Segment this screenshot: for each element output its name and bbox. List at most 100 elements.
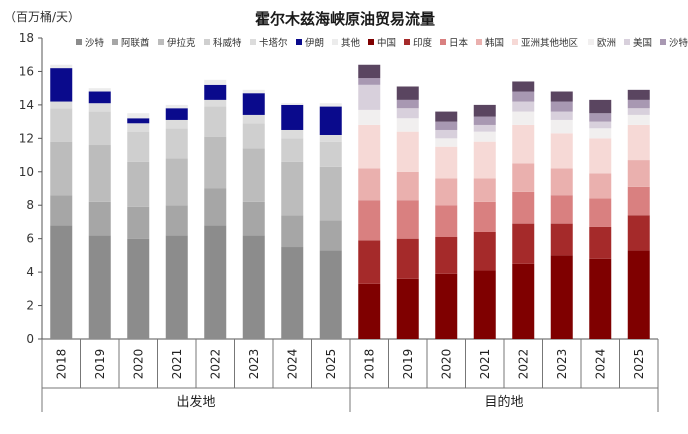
bar-segment	[281, 215, 304, 248]
bar-segment	[127, 123, 150, 132]
bar-segment	[512, 91, 535, 102]
legend-label: 伊朗	[305, 37, 324, 49]
bar-segment	[281, 161, 304, 216]
bar-segment	[165, 158, 188, 206]
legend-label: 阿联酋	[121, 37, 150, 49]
bar-segment	[204, 136, 227, 189]
y-tick-label: 18	[19, 31, 34, 45]
y-tick-label: 2	[26, 299, 34, 313]
bar-segment	[204, 79, 227, 85]
legend-swatch	[588, 39, 594, 45]
bar-segment	[589, 99, 612, 114]
bar-segment	[242, 148, 265, 202]
bar-segment	[396, 278, 419, 339]
bar-segment	[50, 108, 73, 142]
legend-label: 其他	[341, 37, 361, 49]
bar-segment	[127, 113, 150, 119]
bar-segment	[165, 235, 188, 339]
y-tick-label: 8	[26, 198, 34, 212]
bar-segment	[319, 134, 342, 142]
bar-segment	[550, 223, 573, 256]
bar-segment	[627, 215, 650, 251]
bar-segment	[242, 89, 265, 94]
x-tick-label: 2019	[93, 349, 107, 380]
bar-segment	[550, 111, 573, 120]
x-tick-label: 2019	[401, 349, 415, 380]
x-tick-label: 2023	[555, 349, 569, 380]
legend-swatch	[476, 39, 482, 45]
bar-segment	[589, 258, 612, 339]
bar-segment	[550, 91, 573, 102]
bar-segment	[473, 116, 496, 125]
bar-segment	[435, 146, 458, 179]
bar-segment	[358, 64, 381, 79]
bar-segment	[435, 129, 458, 139]
bar-segment	[242, 201, 265, 236]
legend-label: 伊拉克	[167, 37, 196, 49]
legend-swatch	[440, 39, 446, 45]
bar-segment	[396, 118, 419, 132]
bar-segment	[435, 111, 458, 122]
bar-segment	[281, 138, 304, 162]
bar-segment	[435, 121, 458, 130]
bar-segment	[589, 173, 612, 199]
legend-swatch	[404, 39, 410, 45]
bar-segment	[242, 114, 265, 124]
bar-segment	[589, 198, 612, 227]
bar-segment	[512, 163, 535, 192]
bar-segment	[165, 119, 188, 129]
x-tick-label: 2024	[285, 349, 299, 380]
bar-segment	[396, 108, 419, 119]
legend-swatch	[512, 39, 518, 45]
legend-swatch	[660, 39, 666, 45]
x-tick-label: 2022	[516, 349, 530, 380]
y-axis-unit-label: （百万桶/天）	[4, 9, 80, 24]
x-tick-label: 2022	[208, 349, 222, 380]
y-tick-label: 16	[19, 64, 34, 78]
bar-segment	[396, 200, 419, 239]
y-tick-label: 12	[19, 131, 34, 145]
bars	[50, 64, 650, 339]
bar-segment	[473, 141, 496, 179]
bar-segment	[396, 171, 419, 201]
y-tick-label: 10	[19, 165, 34, 179]
x-tick-label: 2023	[247, 349, 261, 380]
bar-segment	[165, 104, 188, 109]
bar-segment	[396, 131, 419, 172]
bar-segment	[473, 201, 496, 232]
x-group-label: 出发地	[176, 394, 215, 410]
legend-swatch	[250, 39, 256, 45]
bar-segment	[319, 106, 342, 135]
bar-segment	[512, 223, 535, 264]
bar-segment	[435, 273, 458, 339]
legend-label: 印度	[413, 37, 433, 49]
bar-segment	[589, 138, 612, 174]
bar-segment	[204, 225, 227, 339]
bar-segment	[435, 138, 458, 147]
bar-segment	[435, 178, 458, 206]
bar-segment	[50, 195, 73, 226]
bar-segment	[281, 129, 304, 139]
bar-segment	[242, 123, 265, 149]
bar-segment	[396, 238, 419, 279]
bar-segment	[88, 235, 111, 339]
legend-swatch	[158, 39, 164, 45]
bar-segment	[473, 131, 496, 142]
legend-swatch	[112, 39, 118, 45]
bar-segment	[242, 93, 265, 115]
bar-segment	[319, 220, 342, 251]
bar-segment	[512, 101, 535, 112]
bar-segment	[165, 128, 188, 159]
bar-segment	[204, 106, 227, 137]
x-tick-label: 2025	[632, 349, 646, 380]
bar-segment	[550, 119, 573, 134]
bar-segment	[550, 133, 573, 169]
bar-segment	[50, 141, 73, 196]
bar-segment	[358, 124, 381, 169]
bar-segment	[165, 108, 188, 120]
bar-segment	[473, 178, 496, 202]
bar-segment	[473, 231, 496, 271]
bar-segment	[319, 250, 342, 339]
bar-segment	[435, 236, 458, 274]
bar-segment	[358, 283, 381, 339]
